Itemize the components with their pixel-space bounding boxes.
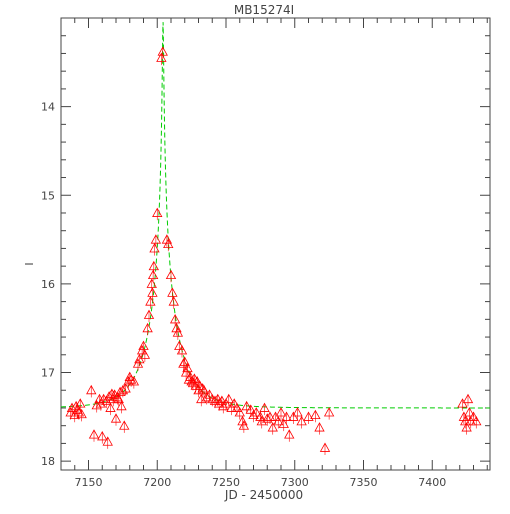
y-tick-label: 18 [41, 455, 55, 468]
plot-frame [60, 17, 491, 471]
data-points [65, 46, 482, 456]
y-tick-label: 15 [41, 189, 55, 202]
chart-title: MB15274I [234, 3, 294, 17]
y-tick-label: 14 [41, 101, 55, 114]
x-tick-label: 7250 [212, 476, 240, 489]
x-tick-label: 7200 [143, 476, 171, 489]
x-tick-label: 7400 [418, 476, 446, 489]
y-tick-label: 17 [41, 367, 55, 380]
plot-border [60, 17, 491, 471]
y-axis-label: I [23, 262, 36, 265]
x-tick-label: 7150 [75, 476, 103, 489]
x-tick-label: 7350 [350, 476, 378, 489]
y-axis-ticks: 14 15 16 17 18 [41, 35, 490, 468]
x-axis-label: JD - 2450000 [224, 488, 303, 502]
y-tick-label: 16 [41, 278, 55, 291]
model-curve [61, 22, 490, 409]
x-axis-ticks: 7150 7200 7250 7300 7350 7400 [60, 18, 488, 489]
x-tick-label: 7300 [281, 476, 309, 489]
model-curve-line [61, 22, 490, 409]
